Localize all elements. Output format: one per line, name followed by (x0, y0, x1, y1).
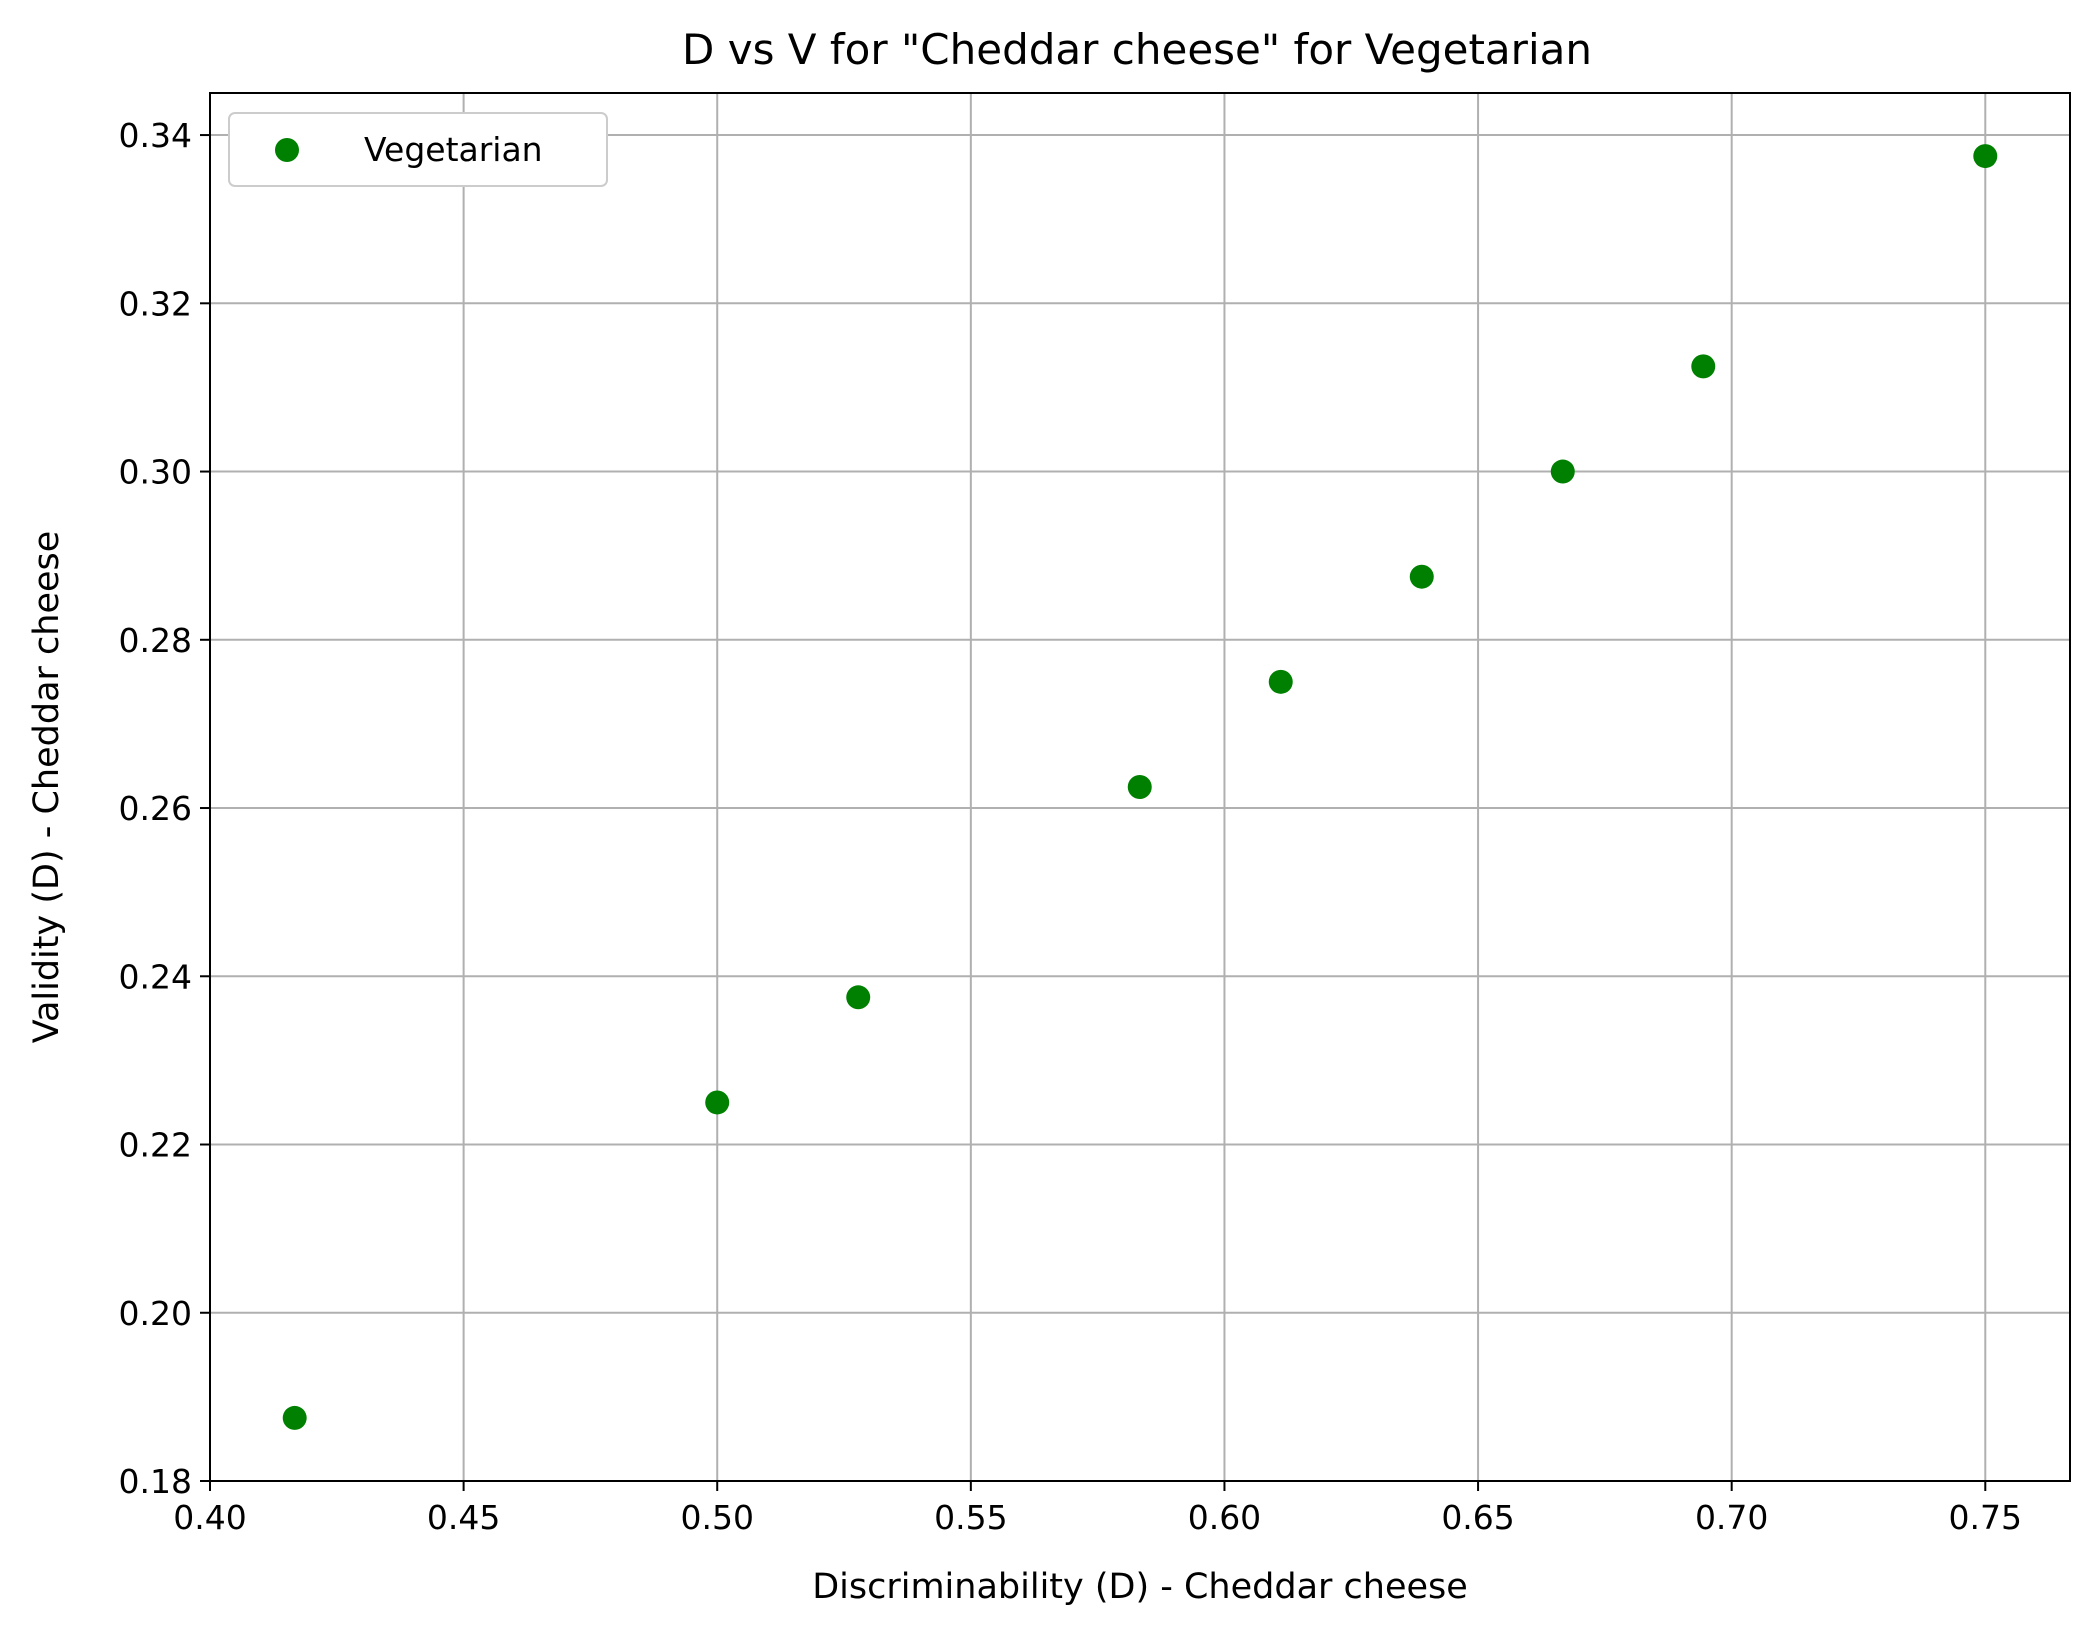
x-tick-label: 0.50 (680, 1498, 753, 1537)
data-points (282, 144, 1998, 1430)
y-tick-label: 0.30 (119, 453, 192, 492)
y-tick-label: 0.32 (119, 284, 192, 323)
legend-label: Vegetarian (364, 130, 543, 169)
x-tick-label: 0.45 (427, 1498, 500, 1537)
x-tick-label: 0.75 (1949, 1498, 2022, 1537)
data-point (1550, 459, 1575, 484)
x-axis-ticks: 0.40 0.45 0.50 0.55 0.60 0.65 0.70 0.75 (173, 1481, 2022, 1537)
legend-marker (275, 138, 299, 162)
data-point (846, 985, 871, 1010)
y-tick-label: 0.34 (119, 116, 192, 155)
data-point (282, 1405, 307, 1430)
data-point (1973, 144, 1998, 169)
chart-title: D vs V for "Cheddar cheese" for Vegetari… (682, 25, 1592, 74)
data-point (1691, 354, 1716, 379)
y-tick-label: 0.28 (119, 621, 192, 660)
y-axis-ticks: 0.18 0.20 0.22 0.24 0.26 0.28 0.30 0.32 0.34 (119, 116, 210, 1501)
y-tick-label: 0.18 (119, 1462, 192, 1501)
data-point (705, 1090, 730, 1115)
y-tick-label: 0.26 (119, 789, 192, 828)
y-tick-label: 0.24 (119, 957, 192, 996)
grid-lines (209, 93, 2070, 1482)
plot-frame (209, 92, 2071, 1482)
x-tick-label: 0.65 (1441, 1498, 1514, 1537)
legend: Vegetarian (228, 112, 608, 187)
y-tick-label: 0.22 (119, 1126, 192, 1165)
x-axis-label: Discriminability (D) - Cheddar cheese (812, 1567, 1468, 1607)
x-tick-label: 0.60 (1188, 1498, 1261, 1537)
y-tick-label: 0.20 (119, 1294, 192, 1333)
x-tick-label: 0.70 (1695, 1498, 1768, 1537)
data-point (1409, 564, 1434, 589)
y-axis-label: Validity (D) - Cheddar cheese (27, 531, 67, 1044)
data-point (1268, 669, 1293, 694)
legend-box (228, 112, 608, 187)
x-tick-label: 0.40 (173, 1498, 246, 1537)
data-point (1127, 775, 1152, 799)
x-tick-label: 0.55 (934, 1498, 1007, 1537)
